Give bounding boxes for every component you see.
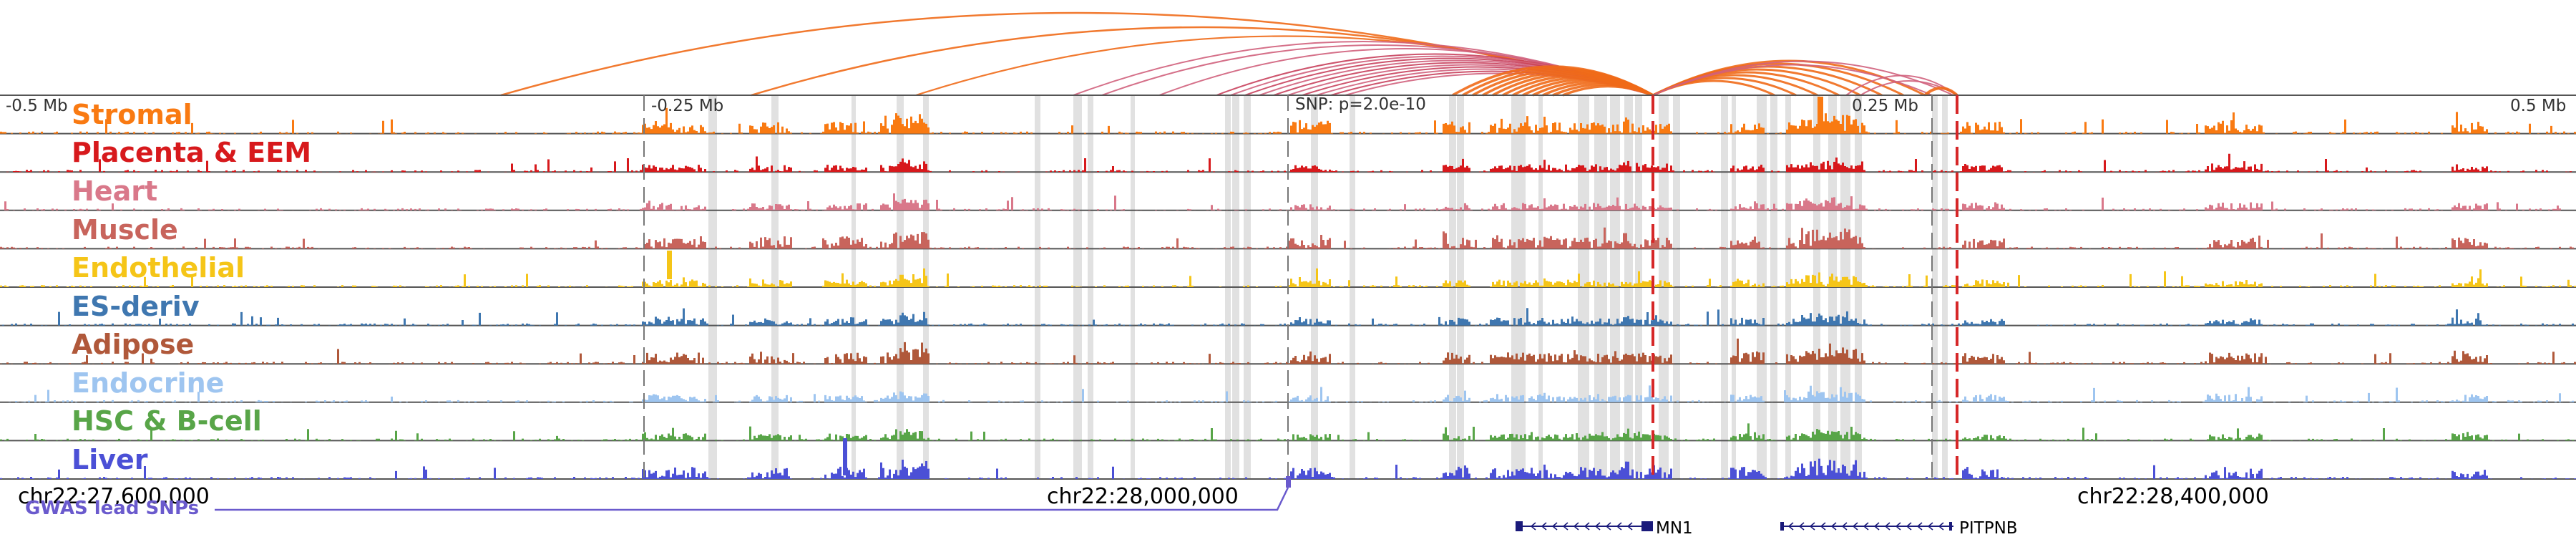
track-label-endocrine: Endocrine <box>72 367 224 399</box>
chromatin-loop-arcs <box>500 11 1958 97</box>
chevron-glyph <box>1820 522 1826 531</box>
gene-annotations: MN1 PITPNB <box>1516 519 2018 537</box>
chevron-glyph <box>1541 522 1547 531</box>
chevron-glyph <box>1873 522 1880 531</box>
chevron-glyph <box>1809 522 1815 531</box>
chevron-glyph <box>1906 522 1912 531</box>
track-label-es-deriv: ES-deriv <box>72 291 200 322</box>
loop-arc <box>1923 87 1958 97</box>
signal-area <box>0 423 2576 441</box>
genomic-coordinate-label: chr22:28,400,000 <box>2077 484 2269 509</box>
gene-label-pitpnb: PITPNB <box>1959 519 2018 537</box>
axis-tick-label: -0.25 Mb <box>651 97 723 115</box>
gwas-lead-snps-label: GWAS lead SNPs <box>25 498 199 519</box>
chevron-glyph <box>1863 522 1869 531</box>
track-label-muscle: Muscle <box>72 214 178 246</box>
chevron-glyph <box>1626 522 1633 531</box>
loop-arc <box>1652 64 1933 96</box>
chevron-glyph <box>1551 522 1558 531</box>
signal-area <box>0 385 2576 402</box>
liver-peak <box>843 438 847 475</box>
axis-tick-label: -0.5 Mb <box>6 97 68 115</box>
chevron-glyph <box>1616 522 1622 531</box>
chevron-glyph <box>1927 522 1933 531</box>
chevron-glyph <box>1884 522 1890 531</box>
gwas-lead-snp-marker <box>215 476 1291 511</box>
chevron-glyph <box>1584 522 1590 531</box>
genomic-coordinate-label: chr22:28,000,000 <box>1047 484 1239 509</box>
chevron-glyph <box>1562 522 1568 531</box>
chevron-glyph <box>1530 522 1536 531</box>
strand-chevrons <box>1530 522 1633 531</box>
chevron-glyph <box>1573 522 1579 531</box>
track-label-heart: Heart <box>72 175 157 207</box>
loop-arc <box>1562 84 1654 97</box>
track-label-adipose: Adipose <box>72 329 194 360</box>
chevron-glyph <box>1852 522 1858 531</box>
snp-leader-line <box>215 487 1289 511</box>
gene-label-mn1: MN1 <box>1656 519 1693 537</box>
track-label-hsc-b-cell: HSC & B-cell <box>72 405 262 437</box>
chevron-glyph <box>1830 522 1837 531</box>
genomic-coordinate-label: chr22:27,600,000 <box>18 484 210 509</box>
chevron-glyph <box>1938 522 1944 531</box>
track-label-stromal: Stromal <box>72 99 192 130</box>
track-label-placenta-eem: Placenta & EEM <box>72 137 311 168</box>
chevron-glyph <box>1895 522 1901 531</box>
track-labels: Stromal Placenta & EEM Heart Muscle Endo… <box>72 99 311 475</box>
snp-tick <box>1286 476 1291 488</box>
region-boundary-lines <box>643 95 1958 479</box>
track-label-endothelial: Endothelial <box>72 252 245 284</box>
chevron-glyph <box>1916 522 1923 531</box>
endothelial-peak <box>667 251 672 279</box>
signal-area <box>0 308 2576 326</box>
stromal-peak <box>1818 97 1823 128</box>
axis-tick-label: 0.25 Mb <box>1852 97 1918 115</box>
snp-pvalue-label: SNP: p=2.0e-10 <box>1295 95 1426 114</box>
chevron-glyph <box>1787 522 1794 531</box>
track-label-liver: Liver <box>72 444 148 475</box>
gene-model-pitpnb: PITPNB <box>1780 519 2018 537</box>
loop-arc <box>1652 60 1954 96</box>
signal-track <box>0 338 2576 365</box>
axis-tick-label: 0.5 Mb <box>2510 97 2566 115</box>
chevron-glyph <box>1798 522 1805 531</box>
chevron-glyph <box>1594 522 1601 531</box>
chevron-glyph <box>1605 522 1611 531</box>
strand-chevrons <box>1787 522 1944 531</box>
chevron-glyph <box>1841 522 1848 531</box>
gene-model-mn1: MN1 <box>1516 519 1693 537</box>
